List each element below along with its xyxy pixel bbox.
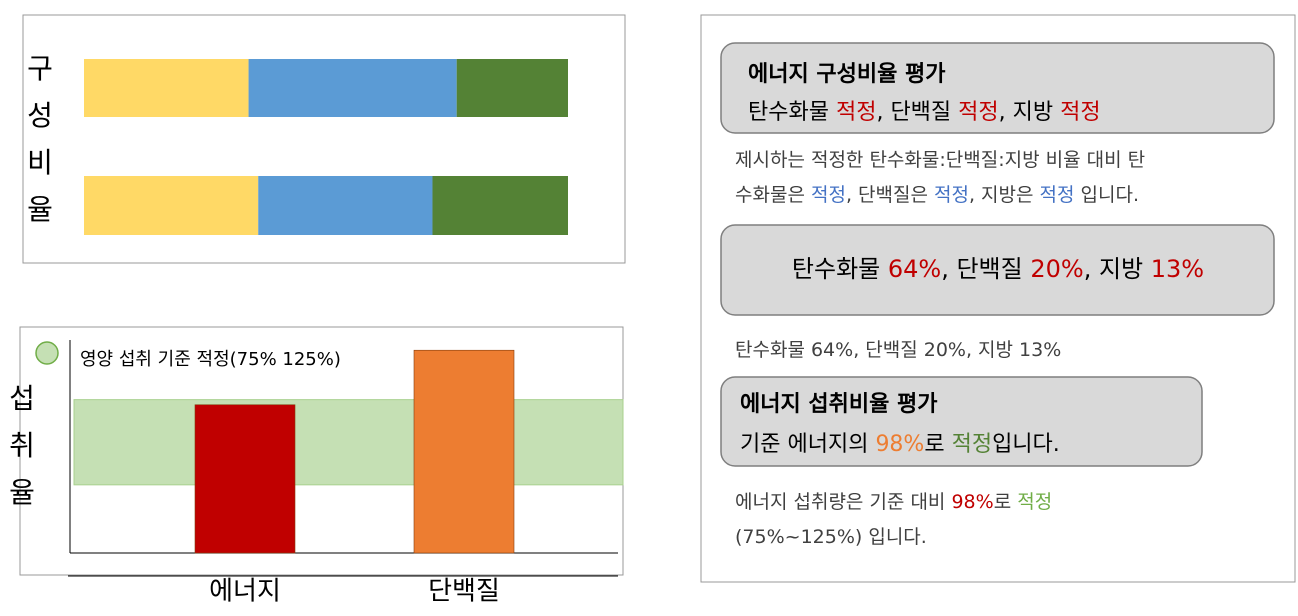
y-label-char: 취 [9,429,35,462]
panel-line: 에너지 섭취량은 기준 대비 98%로 적정 [735,491,1052,513]
x-tick-label: 에너지 [209,577,281,607]
panel-line: 에너지 섭취비율 평가 [740,392,937,417]
text-segment: 98% [951,491,993,513]
text-segment: 입니다. [1074,184,1139,206]
bar-segment [248,59,457,117]
text-segment: 로 [994,491,1018,513]
panel-line: 탄수화물 적정, 단백질 적정, 지방 적정 [748,100,1101,125]
bar-segment [432,176,568,235]
bar [413,349,515,554]
text-segment: (75%~125%) 입니다. [735,526,927,548]
bar-segment [84,176,259,235]
text-segment: 에너지 섭취비율 평가 [740,392,937,417]
panel-line: 기준 에너지의 98%로 적정입니다. [740,432,1060,457]
text-segment: 적정 [836,100,876,125]
panel-line: (75%~125%) 입니다. [735,526,927,548]
panel-box [720,376,1203,467]
text-segment: 에너지 섭취량은 기준 대비 [735,491,951,513]
bar-segment [84,59,249,117]
y-label-char: 율 [27,193,53,226]
panel-line: 제시하는 적정한 탄수화물:단백질:지방 비율 대비 탄 [735,149,1145,171]
text-segment: 기준 에너지의 [740,432,875,457]
panel-line: 수화물은 적정, 단백질은 적정, 지방은 적정 입니다. [735,184,1139,206]
x-tick-label: 단백질 [428,577,500,607]
text-segment: 98% [875,432,924,457]
text-segment: 적정 [1040,184,1075,206]
text-segment: 에너지 구성비율 평가 [748,62,945,87]
text-segment: 탄수화물 [792,255,888,283]
text-segment: , 단백질은 [846,184,934,206]
text-segment: 탄수화물 64%, 단백질 20%, 지방 13% [735,339,1061,361]
frame-composition [22,14,626,264]
text-segment: , 지방 [1084,255,1151,283]
panel-box [720,224,1275,316]
text-segment: 수화물은 [735,184,811,206]
text-segment: , 지방은 [969,184,1040,206]
text-segment: 적정 [934,184,969,206]
y-label-char: 성 [27,99,53,132]
legend-label: 영양 섭취 기준 적정(75% 125%) [80,349,341,370]
legend-swatch [35,341,59,365]
text-segment: 64% [888,255,941,283]
target-band [73,399,624,486]
text-segment: 적정 [952,432,992,457]
text-segment: 탄수화물 [748,100,836,125]
bar [194,404,296,554]
y-label-char: 비 [27,146,53,179]
panel-box [720,42,1275,134]
text-segment: , 단백질 [941,255,1030,283]
y-label-char: 섭 [9,382,35,415]
y-label-char: 율 [9,476,35,509]
text-segment: 적정 [1017,491,1052,513]
text-segment: 입니다. [992,432,1060,457]
text-segment: 제시하는 적정한 탄수화물:단백질:지방 비율 대비 탄 [735,149,1145,171]
text-segment: 적정 [958,100,998,125]
bar-segment [258,176,433,235]
text-segment: 20% [1030,255,1083,283]
frame-panel [700,14,1296,583]
y-label-char: 구 [27,52,53,85]
panel-line: 탄수화물 64%, 단백질 20%, 지방 13% [735,339,1061,361]
panel-line: 탄수화물 64%, 단백질 20%, 지방 13% [792,255,1204,283]
text-segment: 적정 [1060,100,1100,125]
text-segment: 적정 [811,184,846,206]
text-segment: 13% [1151,255,1204,283]
panel-line: 에너지 구성비율 평가 [748,62,945,87]
text-segment: , 지방 [999,100,1060,125]
text-segment: 로 [924,432,951,457]
text-segment: , 단백질 [876,100,958,125]
bar-segment [456,59,568,117]
